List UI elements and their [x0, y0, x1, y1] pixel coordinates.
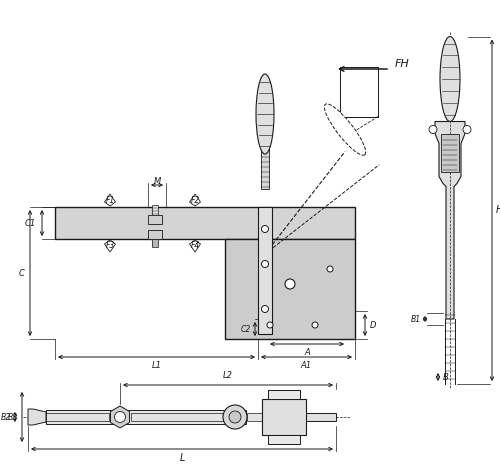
- Circle shape: [114, 411, 126, 423]
- Text: A1: A1: [301, 361, 312, 370]
- Bar: [268, 390, 300, 399]
- Text: B: B: [443, 372, 449, 381]
- Bar: [46, 410, 246, 424]
- Text: L: L: [180, 453, 184, 463]
- Bar: [131, 413, 223, 421]
- Ellipse shape: [440, 37, 460, 121]
- Bar: [148, 230, 162, 239]
- Bar: [247, 413, 262, 421]
- Bar: [306, 413, 336, 421]
- Circle shape: [262, 305, 268, 312]
- Text: L2: L2: [223, 371, 233, 380]
- Circle shape: [285, 279, 295, 289]
- Text: D: D: [370, 320, 376, 330]
- Text: C: C: [19, 268, 25, 278]
- Bar: [225, 239, 355, 339]
- Bar: [46, 413, 109, 421]
- Text: C2: C2: [241, 325, 251, 333]
- Text: F1: F1: [106, 196, 114, 205]
- Ellipse shape: [324, 104, 366, 155]
- Bar: [268, 435, 300, 444]
- Bar: [441, 134, 459, 172]
- Polygon shape: [435, 121, 465, 319]
- Text: F3: F3: [106, 241, 114, 250]
- Circle shape: [262, 260, 268, 267]
- Circle shape: [463, 126, 471, 134]
- Bar: [262, 399, 306, 435]
- Circle shape: [229, 411, 241, 423]
- Circle shape: [312, 322, 318, 328]
- Circle shape: [223, 405, 247, 429]
- Text: F2: F2: [190, 196, 200, 205]
- Text: B1: B1: [411, 315, 421, 324]
- Text: B2: B2: [1, 413, 11, 422]
- Bar: [152, 205, 158, 215]
- Text: FH: FH: [394, 59, 409, 69]
- Circle shape: [429, 126, 437, 134]
- Bar: [148, 215, 162, 224]
- Text: L1: L1: [152, 361, 162, 370]
- Ellipse shape: [256, 74, 274, 154]
- Text: F4: F4: [190, 241, 200, 250]
- Bar: [152, 239, 158, 247]
- Bar: [261, 149, 269, 189]
- Circle shape: [267, 322, 273, 328]
- Text: H: H: [496, 205, 500, 215]
- Text: M: M: [154, 176, 160, 186]
- Text: B3: B3: [8, 413, 18, 422]
- Text: C1: C1: [25, 219, 36, 227]
- Circle shape: [327, 266, 333, 272]
- Text: A: A: [304, 348, 310, 357]
- Polygon shape: [28, 409, 46, 425]
- Bar: [55, 207, 355, 239]
- Circle shape: [262, 226, 268, 233]
- Bar: [258, 207, 272, 334]
